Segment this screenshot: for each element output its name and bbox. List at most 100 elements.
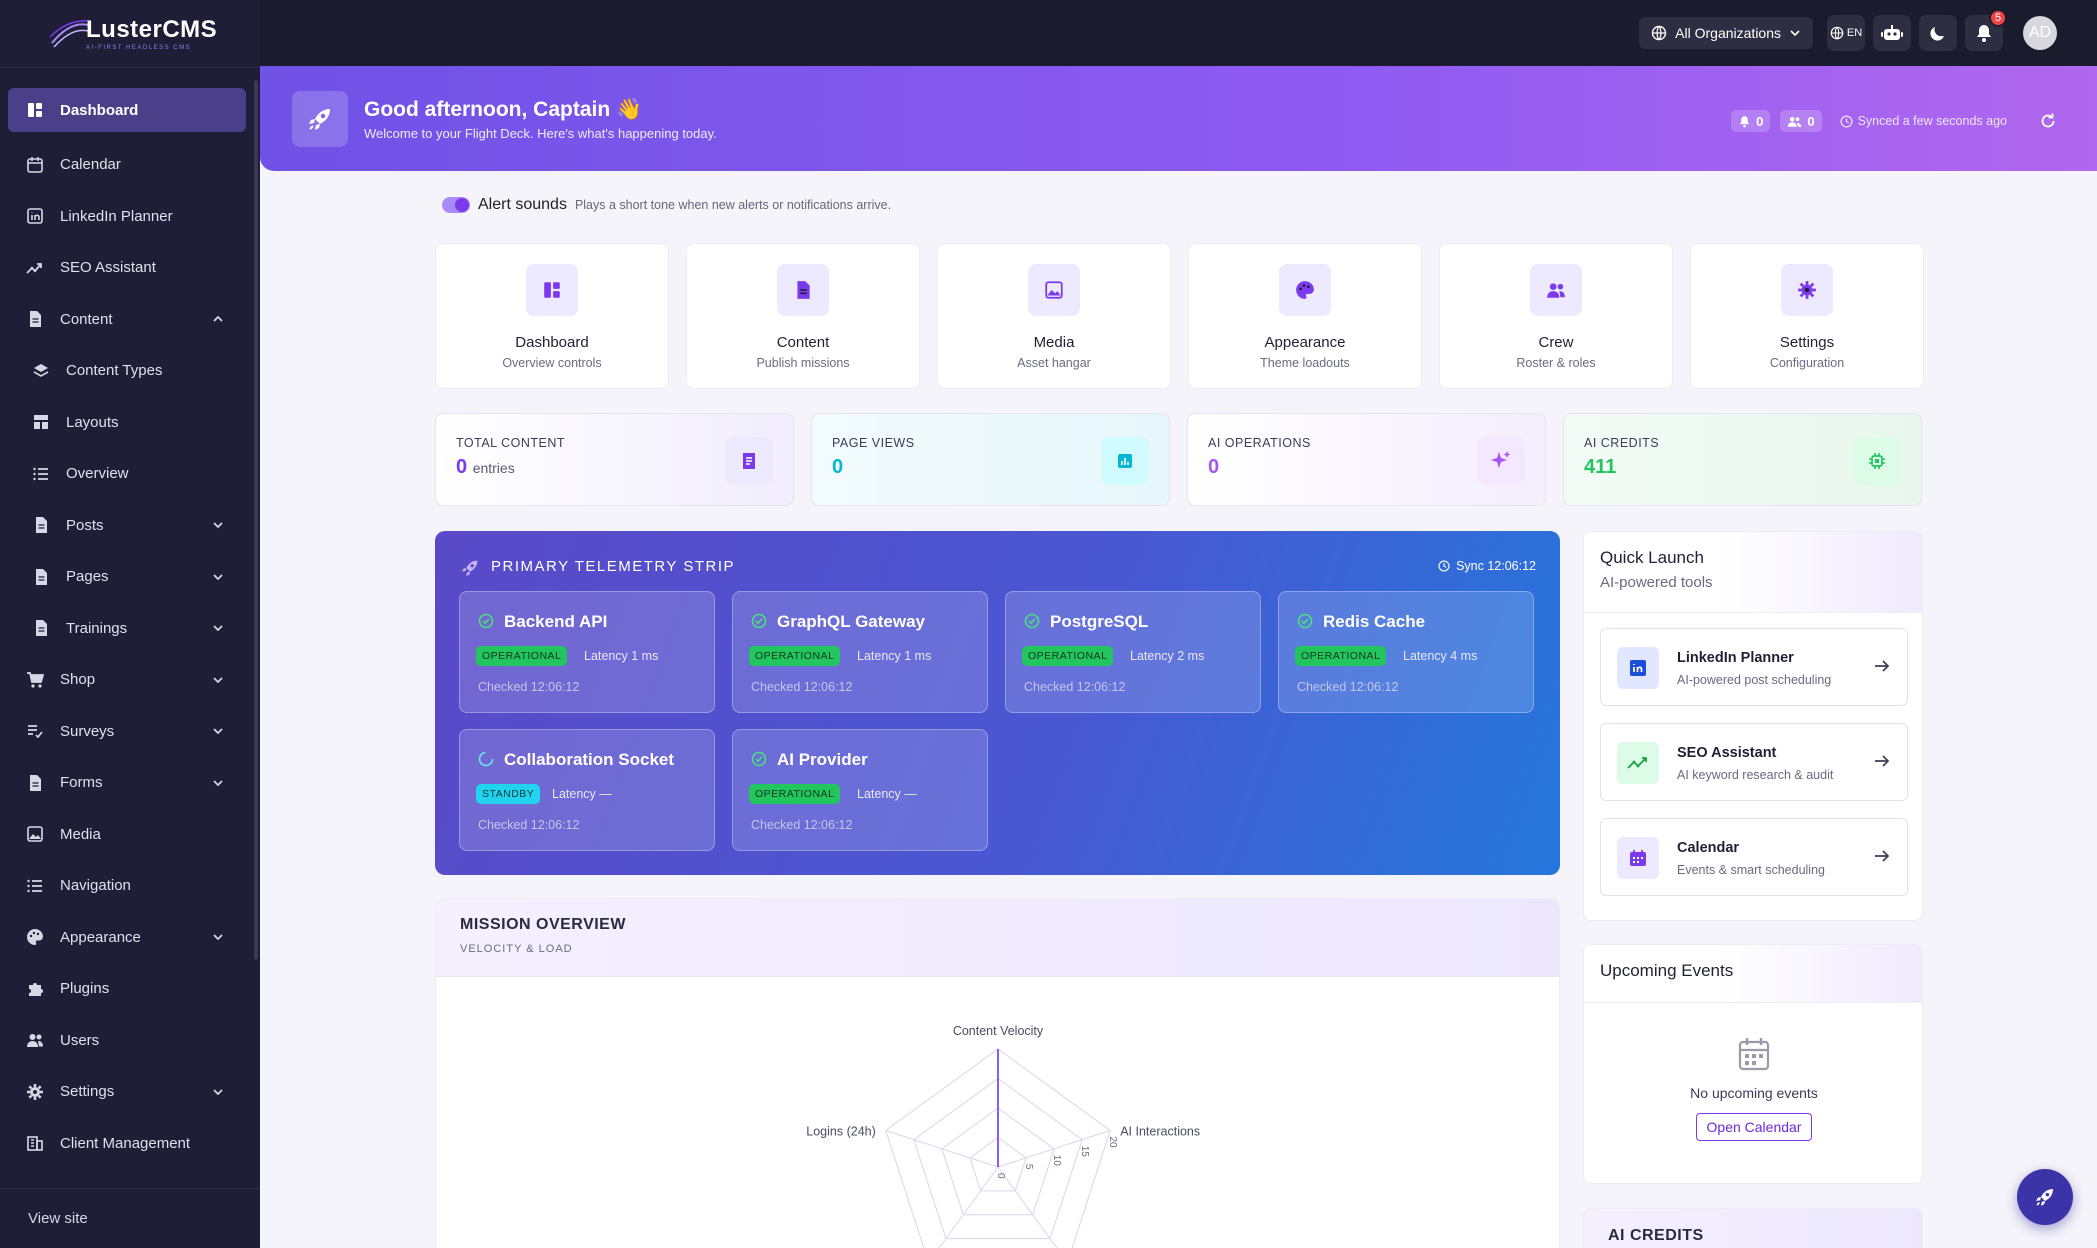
quick-launch-seo-assistant[interactable]: SEO Assistant AI keyword research & audi… (1600, 723, 1908, 801)
sidebar-item-seo-assistant[interactable]: SEO Assistant (0, 242, 260, 294)
sidebar-item-surveys[interactable]: Surveys (0, 706, 260, 758)
quick-card-subtitle: Roster & roles (1516, 356, 1596, 370)
launch-fab-button[interactable] (2017, 1169, 2073, 1225)
quick-launch-header: Quick Launch AI-powered tools (1584, 532, 1922, 613)
stat-label: AI OPERATIONS (1208, 436, 1311, 450)
quick-card-title: Dashboard (515, 334, 589, 351)
sidebar-item-appearance[interactable]: Appearance (0, 912, 260, 964)
stat-icon-box (725, 437, 773, 485)
service-card-collaboration-socket[interactable]: Collaboration Socket STANDBY Latency — C… (459, 729, 715, 851)
quick-card-content[interactable]: Content Publish missions (686, 243, 920, 389)
refresh-button[interactable] (2039, 112, 2057, 130)
sidebar-item-label: Pages (66, 568, 109, 586)
quick-card-title: Settings (1779, 334, 1835, 351)
brand-logo[interactable]: LusterCMS AI-FIRST HEADLESS CMS (0, 0, 260, 68)
quick-launch-subtitle: AI-powered tools (1600, 574, 1713, 591)
arrow-right-icon (1873, 657, 1891, 675)
quick-card-settings[interactable]: Settings Configuration (1690, 243, 1924, 389)
rocket-icon (292, 91, 348, 147)
stat-value-row: 0 entries (456, 456, 793, 479)
sidebar-item-dashboard[interactable]: Dashboard (8, 88, 246, 132)
sidebar-item-label: Plugins (60, 980, 110, 998)
sidebar-item-settings[interactable]: Settings (0, 1066, 260, 1118)
service-latency: Latency — (857, 787, 917, 801)
sidebar-item-forms[interactable]: Forms (0, 757, 260, 809)
sidebar-item-linkedin-planner[interactable]: LinkedIn Planner (0, 191, 260, 243)
chevron-down-icon (212, 674, 224, 686)
radar-axis-label: Content Velocity (953, 1024, 1044, 1038)
service-card-backend-api[interactable]: Backend API OPERATIONAL Latency 1 ms Che… (459, 591, 715, 713)
service-name: Redis Cache (1323, 612, 1426, 631)
quick-card-crew[interactable]: Crew Roster & roles (1439, 243, 1673, 389)
organization-select[interactable]: All Organizations (1639, 17, 1813, 49)
language-code: EN (1846, 27, 1863, 39)
theme-toggle-button[interactable] (1919, 15, 1957, 51)
view-site-link[interactable]: View site (0, 1188, 260, 1248)
quick-launch-description: AI keyword research & audit (1677, 768, 1834, 782)
service-latency: Latency 2 ms (1130, 649, 1205, 663)
stat-value: 0 (832, 456, 844, 478)
check-circle-icon (751, 751, 767, 767)
quick-card-title: Content (776, 334, 830, 351)
topbar: All Organizations EN 5 AD (260, 0, 2097, 66)
sidebar-item-navigation[interactable]: Navigation (0, 860, 260, 912)
user-avatar[interactable]: AD (2023, 16, 2057, 50)
sidebar-item-content-types[interactable]: Content Types (0, 345, 260, 397)
sidebar-item-label: SEO Assistant (60, 259, 156, 277)
list-icon (30, 463, 52, 485)
quick-card-appearance[interactable]: Appearance Theme loadouts (1188, 243, 1422, 389)
service-card-ai-provider[interactable]: AI Provider OPERATIONAL Latency — Checke… (732, 729, 988, 851)
stats-row: TOTAL CONTENT 0 entries PAGE VIEWS 0 AI … (435, 413, 1922, 506)
sidebar-item-trainings[interactable]: Trainings (0, 603, 260, 655)
service-checked-time: Checked 12:06:12 (478, 680, 580, 694)
alerts-pill[interactable]: 0 (1731, 110, 1771, 132)
ai-assistant-button[interactable] (1873, 15, 1911, 51)
layers-icon (30, 360, 52, 382)
image-icon (1028, 264, 1080, 316)
sidebar-item-media[interactable]: Media (0, 809, 260, 861)
sidebar-scrollbar[interactable] (254, 80, 258, 960)
calendar-icon (24, 154, 46, 176)
mission-overview-title: MISSION OVERVIEW (460, 916, 626, 933)
quick-card-subtitle: Asset hangar (1017, 356, 1091, 370)
quick-card-subtitle: Publish missions (756, 356, 850, 370)
notifications-button[interactable]: 5 (1965, 9, 2007, 51)
sidebar-item-users[interactable]: Users (0, 1015, 260, 1067)
gear-icon (1781, 264, 1833, 316)
sidebar-item-shop[interactable]: Shop (0, 654, 260, 706)
alert-sounds-toggle[interactable] (442, 197, 470, 213)
sidebar-item-overview[interactable]: Overview (0, 448, 260, 500)
quick-card-media[interactable]: Media Asset hangar (937, 243, 1171, 389)
sidebar-item-pages[interactable]: Pages (0, 551, 260, 603)
users-icon (1530, 264, 1582, 316)
service-card-graphql-gateway[interactable]: GraphQL Gateway OPERATIONAL Latency 1 ms… (732, 591, 988, 713)
document-icon (743, 453, 755, 469)
quick-launch-calendar[interactable]: Calendar Events & smart scheduling (1600, 818, 1908, 896)
sidebar-item-label: Posts (66, 516, 104, 534)
sidebar-item-layouts[interactable]: Layouts (0, 397, 260, 449)
sidebar-item-calendar[interactable]: Calendar (0, 139, 260, 191)
quick-launch-linkedin-planner[interactable]: LinkedIn Planner AI-powered post schedul… (1600, 628, 1908, 706)
robot-icon (1881, 25, 1903, 40)
quick-launch-icon-box (1617, 837, 1659, 879)
service-card-redis-cache[interactable]: Redis Cache OPERATIONAL Latency 4 ms Che… (1278, 591, 1534, 713)
sidebar-item-plugins[interactable]: Plugins (0, 963, 260, 1015)
service-checked-time: Checked 12:06:12 (1297, 680, 1399, 694)
bar-chart-icon (1118, 454, 1132, 468)
language-button[interactable]: EN (1827, 15, 1865, 51)
sidebar-item-label: Content Types (66, 362, 163, 380)
sidebar-item-content[interactable]: Content (0, 294, 260, 346)
checklist-icon (24, 720, 46, 742)
open-calendar-button[interactable]: Open Calendar (1696, 1113, 1812, 1141)
quick-card-dashboard[interactable]: Dashboard Overview controls (435, 243, 669, 389)
service-card-postgresql[interactable]: PostgreSQL OPERATIONAL Latency 2 ms Chec… (1005, 591, 1261, 713)
sidebar-item-label: Settings (60, 1083, 115, 1101)
service-checked-time: Checked 12:06:12 (751, 818, 853, 832)
active-users-pill[interactable]: 0 (1780, 110, 1822, 132)
sidebar-item-posts[interactable]: Posts (0, 500, 260, 552)
document-icon (24, 772, 46, 794)
chevron-down-icon (212, 931, 224, 943)
quick-launch-icon-box (1617, 742, 1659, 784)
chevron-down-icon (212, 777, 224, 789)
sidebar-item-client-management[interactable]: Client Management (0, 1118, 260, 1170)
